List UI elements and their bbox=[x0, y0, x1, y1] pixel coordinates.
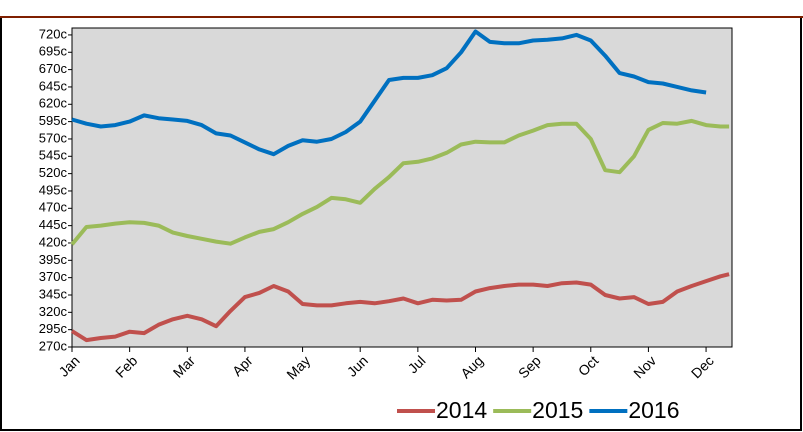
y-tick-label: 570c bbox=[39, 130, 68, 145]
y-tick-label: 695c bbox=[39, 44, 68, 59]
y-tick-label: 620c bbox=[39, 96, 68, 111]
legend-label: 2014 bbox=[436, 397, 487, 423]
y-tick-label: 545c bbox=[39, 148, 68, 163]
y-tick-label: 395c bbox=[39, 252, 68, 267]
y-tick-label: 670c bbox=[39, 61, 68, 76]
plot-area bbox=[71, 27, 733, 348]
y-tick-label: 645c bbox=[39, 78, 68, 93]
y-tick-label: 270c bbox=[39, 338, 68, 353]
y-tick-label: 470c bbox=[39, 200, 68, 215]
y-tick-label: 295c bbox=[39, 321, 68, 336]
y-tick-label: 495c bbox=[39, 182, 68, 197]
y-tick-label: 520c bbox=[39, 165, 68, 180]
y-tick-label: 345c bbox=[39, 286, 68, 301]
series-line bbox=[70, 272, 730, 343]
series-line bbox=[70, 118, 730, 246]
legend-label: 2015 bbox=[532, 397, 583, 423]
y-tick-label: 595c bbox=[39, 113, 68, 128]
y-tick-label: 370c bbox=[39, 269, 68, 284]
y-tick-label: 720c bbox=[39, 26, 68, 41]
series-line bbox=[71, 29, 707, 157]
y-tick-label: 320c bbox=[39, 304, 68, 319]
y-tick-label: 445c bbox=[39, 217, 68, 232]
legend-label: 2016 bbox=[628, 397, 679, 423]
y-tick-label: 420c bbox=[39, 234, 68, 249]
